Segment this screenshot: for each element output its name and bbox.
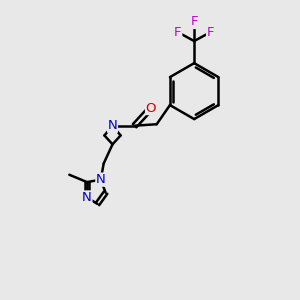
- Text: N: N: [96, 173, 106, 186]
- Text: N: N: [108, 119, 117, 132]
- Text: F: F: [207, 26, 214, 39]
- Text: F: F: [190, 15, 198, 28]
- Text: O: O: [146, 101, 156, 115]
- Text: F: F: [174, 26, 182, 39]
- Text: N: N: [82, 191, 92, 204]
